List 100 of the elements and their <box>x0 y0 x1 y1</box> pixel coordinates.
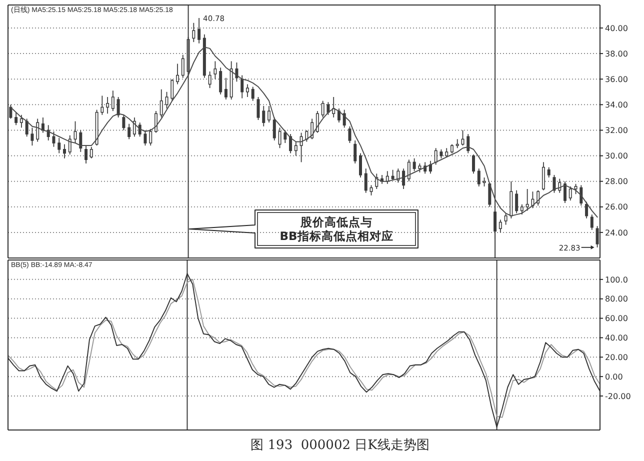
y-tick-label: 24.00 <box>605 228 628 238</box>
y-tick-label: 40.00 <box>605 334 628 343</box>
candlestick <box>402 168 406 190</box>
candlestick <box>461 130 464 146</box>
candlestick <box>596 226 599 248</box>
candlestick <box>122 114 126 131</box>
candlestick <box>585 201 588 219</box>
candlestick <box>268 105 271 124</box>
candlestick <box>256 96 260 120</box>
candlestick <box>396 168 400 184</box>
y-tick-label: 80.00 <box>605 294 628 304</box>
candlestick <box>192 22 196 43</box>
candlestick <box>214 60 217 80</box>
candlestick <box>552 174 556 194</box>
candlestick <box>106 96 110 114</box>
candlestick <box>364 168 368 194</box>
candlestick <box>262 105 266 127</box>
candlestick <box>144 130 147 146</box>
y-tick-label: 32.00 <box>605 126 628 136</box>
candlestick <box>407 159 410 182</box>
candlestick <box>30 127 34 146</box>
candlestick <box>326 102 330 116</box>
candlestick <box>208 70 212 89</box>
candlestick <box>68 134 72 155</box>
candlestick <box>9 104 12 120</box>
candlestick <box>342 109 346 128</box>
candlestick <box>375 173 378 190</box>
candlestick <box>25 118 28 138</box>
y-tick-label: 60.00 <box>605 314 628 324</box>
candlestick <box>300 132 303 163</box>
candlestick <box>472 154 476 174</box>
candlestick <box>536 190 540 206</box>
candlestick <box>305 130 308 142</box>
candlestick <box>181 54 184 78</box>
candlestick <box>100 95 104 116</box>
candlestick <box>79 130 82 152</box>
candlestick <box>165 91 168 109</box>
candlestick <box>498 219 502 233</box>
y-tick-label: 100.0 <box>605 275 628 284</box>
candlestick <box>272 116 276 141</box>
candlestick <box>284 130 287 144</box>
candlestick <box>90 146 93 159</box>
candlestick <box>116 96 120 118</box>
candlestick <box>370 184 373 196</box>
candlestick <box>240 74 244 99</box>
candlestick <box>520 204 524 216</box>
candlestick <box>412 158 416 172</box>
candlestick <box>316 110 319 134</box>
candlestick <box>138 122 142 138</box>
candlestick <box>434 148 438 166</box>
line-series <box>10 46 598 218</box>
y-tick-label: 36.00 <box>605 74 628 84</box>
y-tick-label: 38.00 <box>605 49 628 58</box>
candlestick <box>251 86 254 102</box>
candlestick <box>321 100 324 118</box>
y-tick-label: 20.00 <box>605 352 628 362</box>
candlestick <box>348 126 352 144</box>
candlestick <box>219 67 222 95</box>
candlestick <box>547 166 550 178</box>
candlestick <box>14 112 18 126</box>
candlestick <box>176 63 180 85</box>
candlestick <box>224 77 228 100</box>
candlestick <box>52 131 56 148</box>
candlestick <box>154 110 158 134</box>
candlestick <box>515 190 518 214</box>
candlestick <box>590 214 594 230</box>
candlestick <box>160 88 163 118</box>
y-tick-label: 26.00 <box>605 202 628 212</box>
candlestick <box>354 140 357 164</box>
candlestick <box>294 141 298 156</box>
candlestick <box>36 118 40 142</box>
candlestick <box>337 108 340 124</box>
candlestick <box>111 90 114 112</box>
y-tick-label: 30.00 <box>605 152 628 161</box>
candlestick <box>526 188 529 212</box>
candlestick <box>391 169 394 181</box>
candlestick <box>564 180 567 204</box>
candlestick <box>542 162 545 191</box>
candlestick <box>278 127 282 149</box>
candlestick <box>504 212 508 226</box>
candlestick <box>568 186 572 201</box>
annotation: 股价高低点与 BB指标高低点相对应 <box>280 215 394 243</box>
y-tick-label: 28.00 <box>605 177 628 186</box>
candlestick <box>580 184 583 206</box>
candlestick <box>246 84 249 98</box>
candlestick <box>558 178 562 194</box>
y-tick-label: 34.00 <box>605 100 628 110</box>
candlestick <box>477 168 480 187</box>
candlestick <box>84 145 88 164</box>
candlestick <box>20 114 23 128</box>
candlestick <box>170 78 174 102</box>
candlestick <box>310 118 314 140</box>
candlestick <box>58 137 61 154</box>
candlestick <box>289 134 292 154</box>
candlestick <box>132 116 136 138</box>
candlestick <box>198 18 201 44</box>
y-tick-label: -20.00 <box>605 392 631 401</box>
y-tick-label: 40.00 <box>605 24 628 33</box>
candlestick <box>63 144 66 159</box>
caption: 图 193 000002 日K线走势图 <box>250 438 430 453</box>
